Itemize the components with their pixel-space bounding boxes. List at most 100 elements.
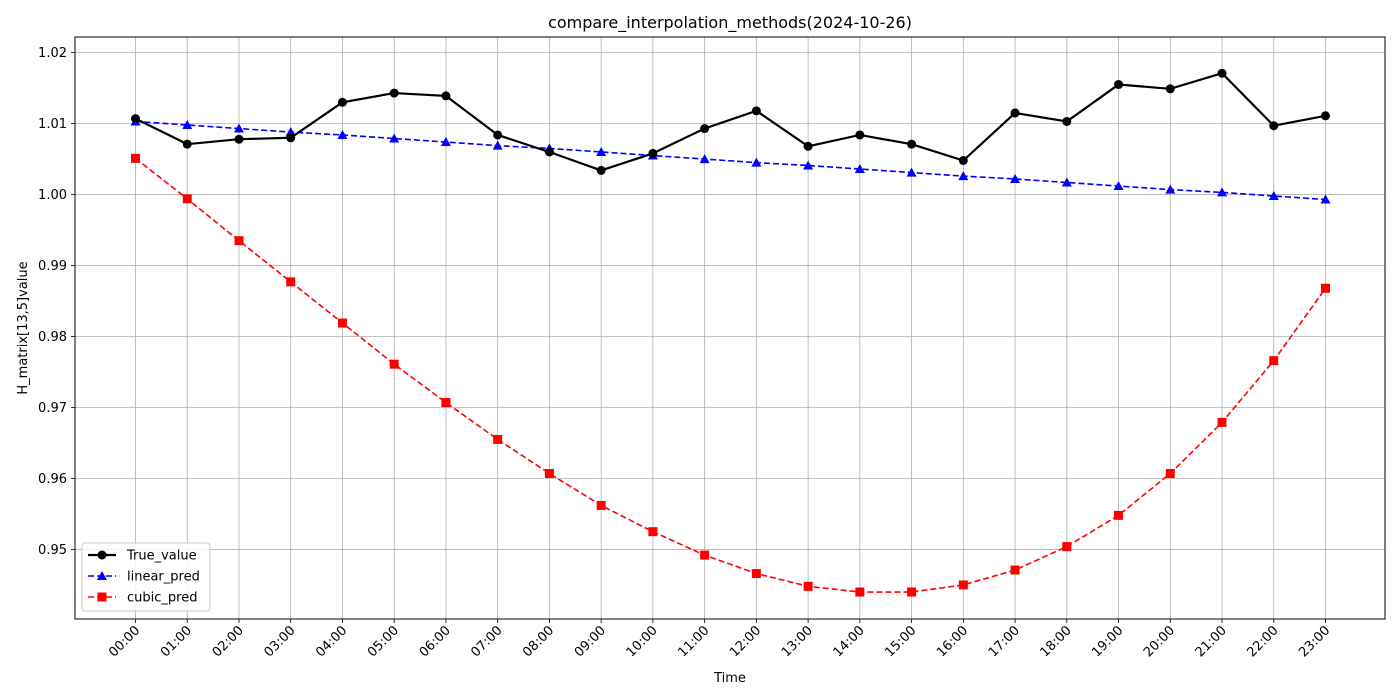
data-point bbox=[648, 148, 658, 158]
legend: True_value linear_pred cubic_pred bbox=[81, 542, 211, 612]
data-point bbox=[337, 129, 348, 139]
legend-marker bbox=[97, 550, 107, 560]
data-point bbox=[131, 153, 140, 163]
data-point bbox=[700, 550, 710, 560]
data-point bbox=[700, 124, 710, 134]
data-point bbox=[286, 133, 296, 143]
series-line-cubic_pred bbox=[135, 157, 1327, 593]
series-True_value bbox=[131, 68, 1330, 175]
data-point bbox=[389, 88, 399, 98]
legend-item: True_value bbox=[88, 549, 197, 564]
legend-box bbox=[81, 542, 211, 612]
y-tick-label: 1.01 bbox=[38, 117, 67, 132]
data-point bbox=[1217, 187, 1228, 197]
data-point bbox=[1217, 417, 1227, 427]
y-axis-title: H_matrix[13,5]value bbox=[16, 261, 31, 394]
data-point bbox=[441, 398, 451, 408]
data-point bbox=[182, 139, 192, 149]
y-tick-label: 1.00 bbox=[38, 188, 67, 203]
data-point bbox=[596, 146, 607, 156]
data-point bbox=[1062, 542, 1072, 552]
data-point bbox=[182, 194, 192, 204]
data-point bbox=[1165, 184, 1176, 194]
data-point bbox=[441, 91, 451, 101]
y-tick-label: 0.99 bbox=[38, 259, 67, 274]
data-point bbox=[751, 106, 761, 116]
legend-item: linear_pred bbox=[88, 570, 200, 585]
data-point bbox=[1061, 177, 1072, 187]
data-point bbox=[1269, 121, 1279, 131]
data-point bbox=[389, 133, 400, 143]
data-point bbox=[1268, 190, 1279, 200]
data-point bbox=[1010, 108, 1020, 118]
data-point bbox=[855, 587, 865, 597]
x-axis-title: Time bbox=[713, 671, 746, 686]
data-point bbox=[337, 318, 347, 328]
data-point bbox=[596, 500, 606, 510]
legend-label: cubic_pred bbox=[127, 591, 197, 606]
data-point bbox=[648, 527, 658, 537]
legend-label: True_value bbox=[126, 549, 197, 564]
data-point bbox=[234, 236, 244, 246]
data-point bbox=[958, 155, 968, 165]
y-tick-label: 0.96 bbox=[38, 472, 67, 487]
data-point bbox=[1062, 116, 1072, 126]
data-point bbox=[907, 587, 917, 597]
data-point bbox=[906, 167, 917, 177]
data-point bbox=[751, 569, 761, 579]
series-line-True_value bbox=[135, 71, 1326, 172]
series-group bbox=[130, 68, 1331, 597]
legend-label: linear_pred bbox=[127, 570, 200, 585]
data-point bbox=[544, 469, 554, 478]
data-point bbox=[1165, 84, 1175, 94]
series-line-linear_pred bbox=[135, 120, 1326, 201]
data-point bbox=[596, 165, 606, 175]
data-point bbox=[803, 581, 813, 591]
data-point bbox=[1010, 173, 1021, 183]
data-point bbox=[337, 97, 347, 107]
data-point bbox=[751, 157, 762, 167]
data-point bbox=[1321, 111, 1330, 121]
data-point bbox=[1113, 181, 1124, 191]
series-cubic_pred bbox=[131, 153, 1330, 597]
grid bbox=[75, 37, 1385, 619]
data-point bbox=[699, 154, 710, 164]
chart-title: compare_interpolation_methods(2024-10-26… bbox=[548, 13, 912, 33]
data-point bbox=[907, 139, 917, 149]
data-point bbox=[958, 580, 968, 590]
data-point bbox=[234, 134, 244, 144]
y-tick-label: 0.98 bbox=[38, 330, 67, 345]
data-point bbox=[854, 164, 865, 174]
data-point bbox=[1010, 565, 1020, 575]
y-tick-label: 0.95 bbox=[38, 543, 67, 558]
y-tick-label: 1.02 bbox=[38, 46, 67, 61]
data-point bbox=[493, 130, 503, 140]
data-point bbox=[544, 147, 554, 157]
data-point bbox=[286, 277, 296, 287]
data-point bbox=[182, 120, 193, 130]
plot-area-frame bbox=[74, 36, 1386, 620]
data-point bbox=[233, 123, 244, 133]
data-point bbox=[1321, 283, 1330, 293]
data-point bbox=[131, 114, 140, 124]
data-point bbox=[492, 140, 503, 150]
data-point bbox=[1269, 356, 1279, 366]
data-point bbox=[958, 171, 969, 181]
data-point bbox=[493, 434, 503, 444]
data-point bbox=[285, 127, 296, 137]
data-point bbox=[389, 359, 399, 369]
y-tick-label: 0.97 bbox=[38, 401, 67, 416]
data-point bbox=[1217, 68, 1227, 78]
data-point bbox=[803, 160, 814, 170]
data-point bbox=[440, 137, 451, 147]
legend-marker bbox=[97, 592, 107, 602]
data-point bbox=[1114, 80, 1124, 90]
legend-marker bbox=[97, 571, 107, 580]
data-point bbox=[855, 130, 865, 140]
data-point bbox=[803, 141, 813, 151]
legend-item: cubic_pred bbox=[88, 591, 197, 606]
data-point bbox=[1320, 194, 1331, 204]
data-point bbox=[1114, 510, 1124, 520]
